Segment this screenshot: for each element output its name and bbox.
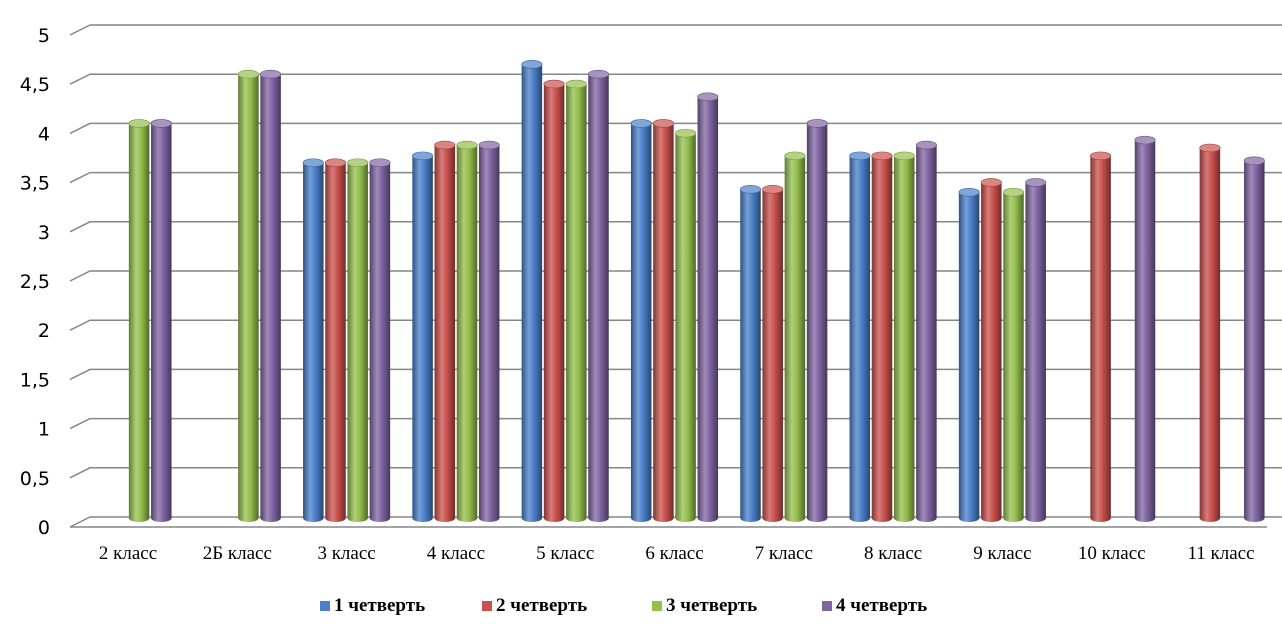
legend-label: 2 четверть [496, 595, 587, 616]
bar [630, 119, 652, 523]
legend-swatch [652, 601, 662, 611]
y-tick-label: 4,5 [20, 74, 50, 96]
bar [456, 140, 478, 522]
bar [521, 60, 543, 523]
bar [675, 128, 697, 523]
y-tick-label: 1 [38, 419, 50, 441]
bar [587, 69, 610, 522]
bar [915, 140, 937, 522]
legend-label: 3 четверть [666, 595, 757, 616]
y-tick-label: 1,5 [20, 369, 50, 391]
legend-item: 1 четверть [320, 595, 425, 616]
bar [762, 185, 784, 522]
gridline [69, 24, 1282, 36]
bar [543, 79, 565, 522]
x-tick-label: 7 класс [755, 543, 813, 564]
y-tick-label: 2,5 [20, 271, 50, 293]
legend-swatch [482, 601, 492, 611]
legend-item: 4 четверть [822, 595, 927, 616]
x-tick-label: 5 класс [536, 543, 594, 564]
y-tick-label: 0,5 [20, 468, 50, 490]
x-tick-label: 6 класс [645, 543, 703, 564]
bar [565, 79, 587, 522]
bars [128, 60, 1265, 523]
bar [739, 185, 762, 522]
bar [347, 158, 369, 522]
bar [302, 158, 324, 522]
gridlines [69, 24, 1282, 528]
bar [1002, 187, 1025, 522]
bar [1243, 156, 1265, 523]
x-tick-label: 10 класс [1078, 543, 1146, 564]
gridline [69, 122, 1282, 135]
y-tick-label: 3 [38, 222, 50, 244]
bar [958, 187, 980, 522]
x-axis-ticks: 2 класс 2Б класс 3 класс 4 класс 5 класс 6 кл… [99, 543, 1255, 564]
y-axis-ticks: 0 0,5 1 1,5 2 2,5 3 3,5 4 4,5 5 [20, 25, 50, 539]
bar [324, 158, 347, 522]
bar [412, 151, 434, 522]
x-tick-label: 2 класс [99, 543, 157, 564]
bar [1025, 178, 1047, 522]
bar [478, 140, 500, 522]
bar [697, 92, 719, 522]
bar [806, 119, 828, 523]
y-tick-label: 4 [38, 123, 50, 145]
bar [849, 151, 871, 522]
y-tick-label: 3,5 [20, 173, 50, 195]
y-tick-label: 2 [38, 320, 50, 342]
bar [1199, 143, 1221, 522]
bar [1134, 135, 1156, 523]
gridline [69, 73, 1282, 85]
bar [128, 119, 150, 523]
bar [980, 178, 1002, 522]
x-tick-label: 11 класс [1187, 543, 1254, 564]
x-tick-label: 9 класс [973, 543, 1031, 564]
legend-label: 1 четверть [334, 595, 425, 616]
y-tick-label: 0 [38, 517, 50, 539]
bar [784, 151, 806, 522]
bar [871, 151, 893, 522]
legend-label: 4 четверть [836, 595, 927, 616]
legend: 1 четверть 2 четверть 3 четверть 4 четверть [320, 595, 927, 616]
bar [434, 140, 456, 522]
bar [150, 119, 172, 523]
bar [1090, 151, 1112, 522]
x-tick-label: 8 класс [864, 543, 922, 564]
bar [369, 158, 391, 522]
bar [893, 151, 915, 522]
bar [260, 69, 282, 522]
legend-item: 3 четверть [652, 595, 757, 616]
legend-swatch [822, 601, 832, 611]
bar [652, 119, 674, 523]
legend-item: 2 четверть [482, 595, 587, 616]
x-tick-label: 3 класс [317, 543, 375, 564]
legend-swatch [320, 601, 330, 611]
x-tick-label: 4 класс [427, 543, 485, 564]
y-tick-label: 5 [38, 25, 50, 47]
bar [237, 69, 259, 522]
x-tick-label: 2Б класс [203, 543, 272, 564]
